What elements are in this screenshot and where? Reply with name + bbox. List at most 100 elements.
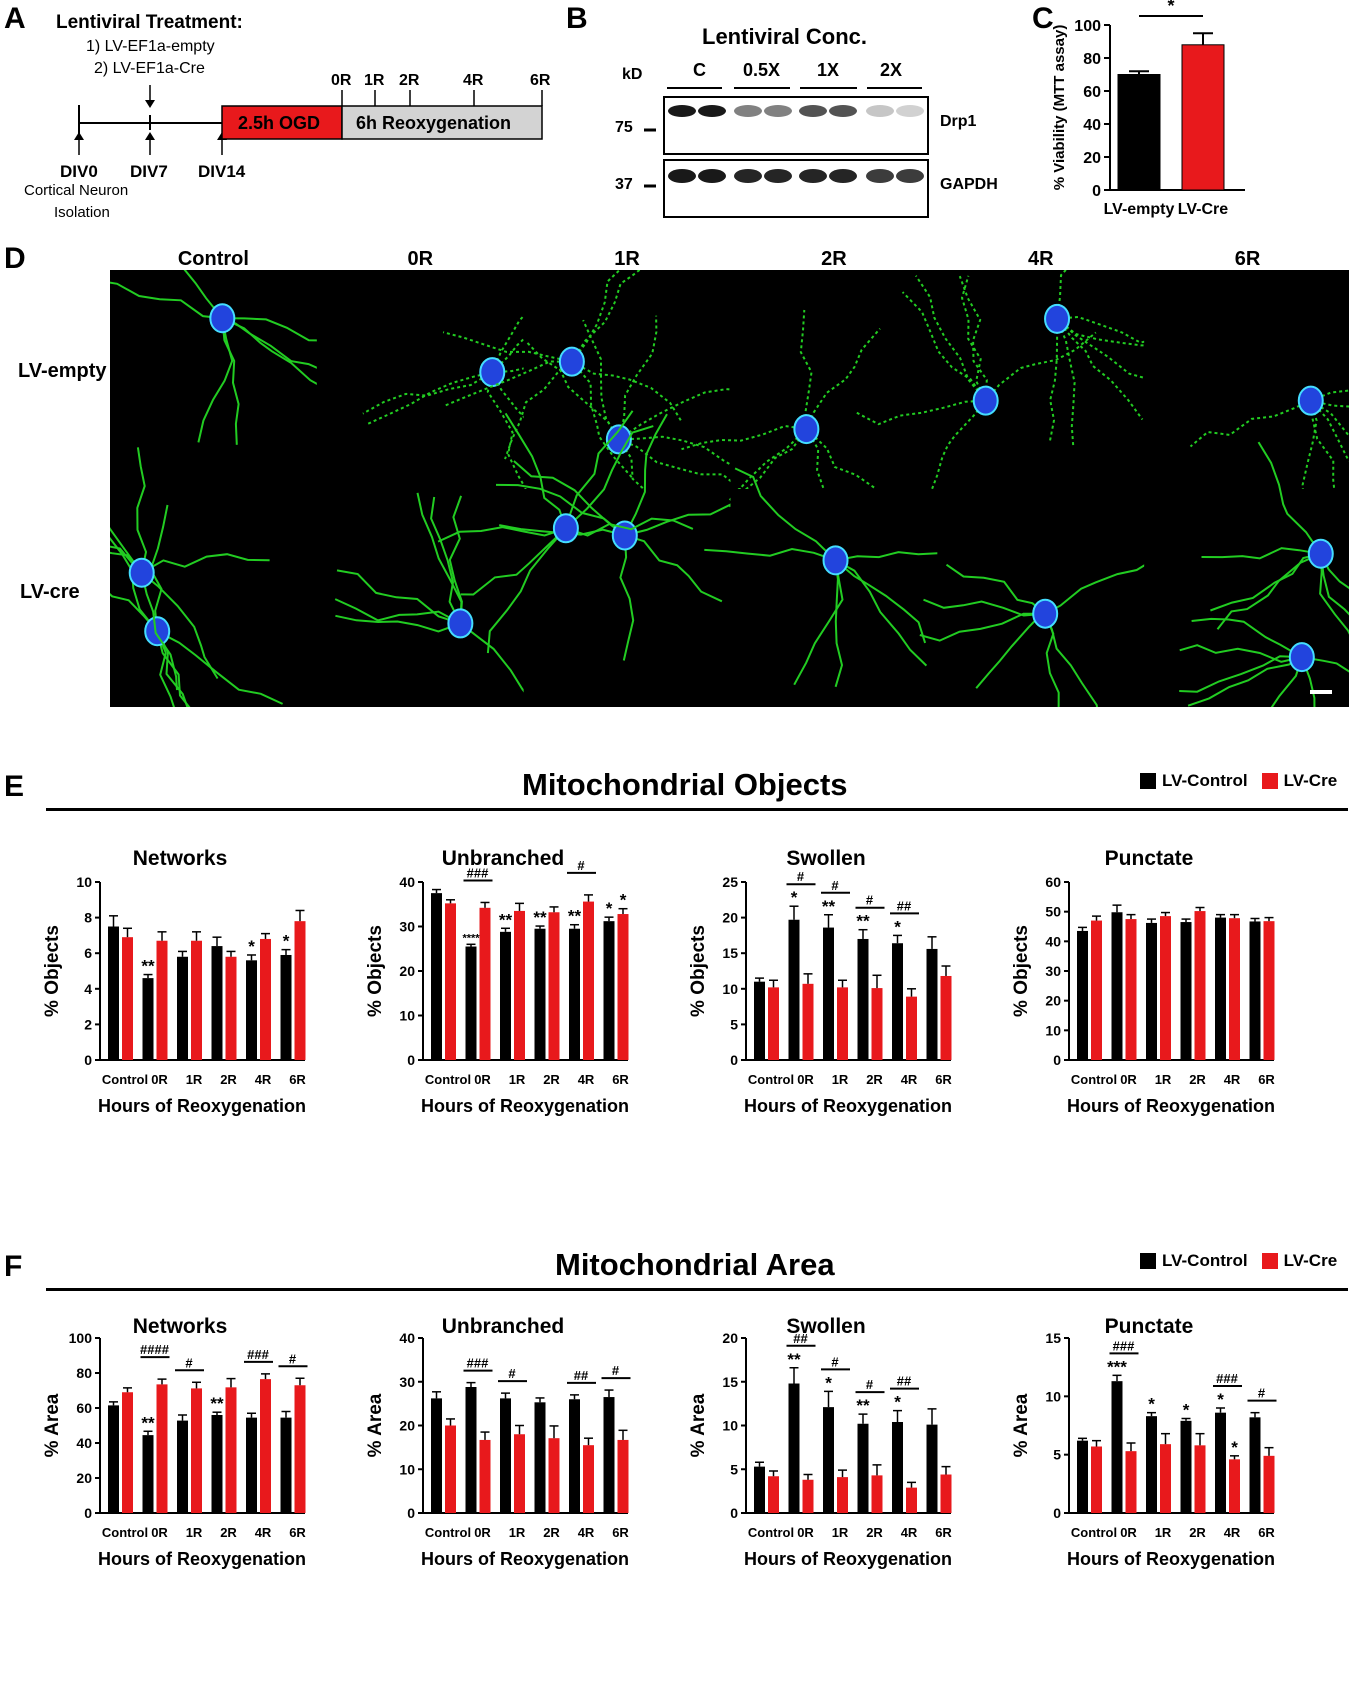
category-label: 0R xyxy=(474,1525,491,1540)
y-tick-label: 10 xyxy=(722,981,738,997)
chart-title: Punctate xyxy=(1105,1315,1194,1338)
hash-mark: # xyxy=(508,1366,516,1381)
y-tick-label: 6 xyxy=(84,945,92,961)
legend-cre-label: LV-Cre xyxy=(1283,771,1338,790)
category-label: 1R xyxy=(509,1072,526,1087)
hash-mark: # xyxy=(831,878,839,893)
nucleus xyxy=(793,414,820,445)
gapdh-band xyxy=(734,169,762,183)
lane-group-1x: 1X xyxy=(817,60,840,80)
y-tick-label: 0 xyxy=(84,1052,92,1068)
hash-mark: ## xyxy=(897,898,912,913)
mitochondria-process xyxy=(486,527,567,654)
bar xyxy=(788,1383,800,1513)
mitochondria-process xyxy=(624,534,723,603)
x-axis-label: Hours of Reoxygenation xyxy=(744,1096,952,1116)
mitochondria-process xyxy=(335,614,461,633)
band-gapdh-label: GAPDH xyxy=(940,176,998,193)
category-label: 6R xyxy=(1258,1525,1275,1540)
y-tick-label: 25 xyxy=(722,874,738,890)
chart-title: Unbranched xyxy=(442,847,565,870)
category-label: 6R xyxy=(935,1072,952,1087)
mitochondria-process xyxy=(1216,552,1322,630)
mitochondria-process xyxy=(1270,656,1303,707)
bar xyxy=(906,1487,917,1513)
drp1-band xyxy=(799,105,827,117)
category-label: 6R xyxy=(935,1525,952,1540)
bar xyxy=(788,919,800,1060)
y-tick-label: 5 xyxy=(730,1016,738,1032)
mitochondria-process xyxy=(444,360,572,407)
lane-group-c: C xyxy=(693,60,706,80)
nucleus xyxy=(447,608,474,639)
y-tick-label: 50 xyxy=(1045,904,1061,920)
hash-mark: ## xyxy=(897,1374,912,1389)
y-tick-label: 0 xyxy=(730,1505,738,1521)
mitochondria-process xyxy=(140,572,178,691)
bar xyxy=(225,1387,237,1513)
mitochondria-process xyxy=(618,435,746,474)
bar xyxy=(940,975,952,1060)
significance-star: *** xyxy=(1107,1357,1127,1376)
mitochondria-process xyxy=(486,371,532,498)
mitochondria-process xyxy=(618,388,748,441)
mitochondria-process xyxy=(1319,553,1349,616)
hash-mark: ## xyxy=(793,1331,808,1346)
bar xyxy=(1111,912,1123,1060)
div0-label: DIV0 xyxy=(60,162,98,181)
category-label: 6R xyxy=(1258,1072,1275,1087)
chart-e-punctate: Punctate 0 10 20 30 40 50 60 % Objects Control 0R 1… xyxy=(1011,847,1275,1116)
category-label: 6R xyxy=(612,1525,629,1540)
y-tick-label: 15 xyxy=(1045,1330,1061,1346)
micrograph-bg xyxy=(937,270,1143,488)
bar xyxy=(1091,920,1102,1060)
bar xyxy=(926,1424,938,1513)
legend-control-label: LV-Control xyxy=(1162,1251,1248,1270)
panel-f-title: Mitochondrial Area xyxy=(555,1247,835,1282)
bar xyxy=(1180,1420,1192,1513)
mitochondria-process xyxy=(110,545,143,574)
mitochondria-process xyxy=(923,598,1046,617)
row-label-lv-empty: LV-empty xyxy=(18,360,107,382)
timepoint-2r: 2R xyxy=(399,72,420,89)
mitochondria-process xyxy=(362,371,493,415)
category-label: Control xyxy=(425,1525,471,1540)
y-axis-label: % Objects xyxy=(1011,925,1032,1017)
category-label: LV-empty xyxy=(1104,201,1175,218)
bar xyxy=(191,1388,202,1513)
category-label: 1R xyxy=(1155,1072,1172,1087)
category-label: 4R xyxy=(578,1072,595,1087)
bar xyxy=(583,901,594,1060)
bar xyxy=(823,1407,834,1513)
mitochondria-process xyxy=(110,281,223,320)
bar xyxy=(1111,1381,1123,1513)
gapdh-band xyxy=(698,169,726,183)
y-tick-label: 5 xyxy=(730,1461,738,1477)
ogd-label: 2.5h OGD xyxy=(238,113,321,133)
y-tick-label: 0 xyxy=(1053,1505,1061,1521)
bar xyxy=(534,928,546,1060)
category-label: 2R xyxy=(1189,1072,1206,1087)
category-label: 4R xyxy=(1224,1072,1241,1087)
panel-f-letter: F xyxy=(4,1250,23,1283)
bar xyxy=(246,960,257,1060)
mitochondria-process xyxy=(565,425,654,530)
hash-mark: # xyxy=(1258,1386,1266,1401)
bar xyxy=(1091,1446,1102,1513)
y-tick-label: 0 xyxy=(407,1052,415,1068)
category-label: 0R xyxy=(474,1072,491,1087)
micrograph-bg xyxy=(730,270,936,488)
chart-title: Swollen xyxy=(786,847,865,870)
panel-c-letter: C xyxy=(1032,2,1054,35)
bar xyxy=(294,921,306,1060)
mitochondria-process xyxy=(459,622,538,707)
category-label: Control xyxy=(1071,1072,1117,1087)
bar xyxy=(246,1417,257,1513)
bar xyxy=(500,1398,511,1513)
drp1-band xyxy=(734,105,762,117)
bar xyxy=(177,1420,188,1513)
mitochondria-process xyxy=(110,551,143,574)
mitochondria-process xyxy=(945,563,1046,615)
panel-a-timeline xyxy=(74,85,543,155)
mitochondria-process xyxy=(221,317,330,392)
